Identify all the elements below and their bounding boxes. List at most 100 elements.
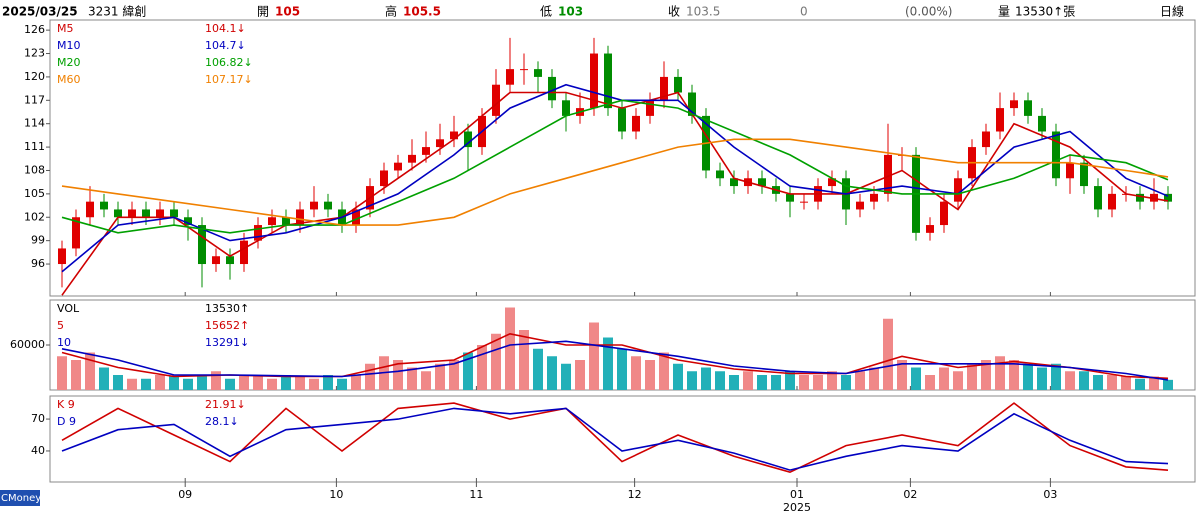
candle-body: [282, 217, 290, 226]
volume-bar: [183, 378, 193, 390]
volume-bar: [1093, 375, 1103, 390]
volume-bar: [351, 375, 361, 390]
candle-body: [156, 209, 164, 218]
candle-body: [352, 209, 360, 226]
x-tick-label: 09: [178, 488, 192, 501]
volume-bar: [141, 378, 151, 390]
legend-value: 106.82↓: [205, 56, 253, 69]
high: 105.5: [403, 5, 441, 19]
volume-bar: [925, 375, 935, 390]
indicator-line: [61, 407, 1169, 471]
candle-body: [940, 201, 948, 226]
volume-bar: [967, 363, 977, 390]
stock: 3231 緯創: [88, 4, 146, 19]
volume-bar: [253, 376, 263, 390]
x-tick-label: 12: [628, 488, 642, 501]
volume-bar: [1079, 371, 1089, 390]
candle-body: [688, 92, 696, 116]
volume-bar: [869, 367, 879, 390]
candle-body: [296, 209, 304, 226]
candle-body: [422, 147, 430, 155]
volume-bar: [799, 375, 809, 390]
volume-bar: [715, 371, 725, 390]
candle-body: [254, 225, 262, 241]
brand-box: [0, 490, 40, 506]
volume-bar: [57, 356, 67, 390]
y-tick-label: 126: [24, 23, 45, 36]
volume-bar: [561, 363, 571, 390]
volume-bar: [169, 376, 179, 390]
volume-label: 量: [998, 5, 1010, 19]
candle-body: [380, 170, 388, 187]
volume-bar: [701, 367, 711, 390]
y-tick-label: 96: [31, 257, 45, 270]
year-label: 2025: [783, 501, 811, 514]
indicator-line: [61, 340, 1169, 381]
candle-body: [870, 193, 878, 202]
candle-body: [100, 201, 108, 210]
indicator-line: [61, 138, 1169, 226]
panel-frame: [49, 19, 1196, 297]
candle-body: [240, 240, 248, 265]
volume-bar: [463, 352, 473, 390]
volume-bar: [883, 318, 893, 390]
candle-body: [534, 69, 542, 77]
change-pct: (0.00%): [905, 5, 952, 19]
volume-bar: [281, 375, 291, 390]
volume-bar: [99, 367, 109, 390]
volume-bar: [1009, 360, 1019, 390]
period: 日線: [1160, 4, 1184, 19]
y-tick-label: 111: [24, 140, 45, 153]
volume-bar: [981, 360, 991, 390]
volume-bar: [645, 360, 655, 390]
candle-body: [800, 201, 808, 203]
candle-body: [1066, 162, 1074, 179]
legend-value: 104.1↓: [205, 22, 246, 35]
volume-bar: [85, 352, 95, 390]
candle-body: [1052, 131, 1060, 179]
panel-frame: [49, 395, 1196, 483]
volume-bar: [757, 375, 767, 390]
volume-bar: [813, 375, 823, 390]
candle-body: [268, 217, 276, 226]
volume-bar: [1163, 379, 1173, 390]
candle-body: [1164, 193, 1172, 202]
low-label: 低: [540, 5, 552, 19]
volume-bar: [939, 367, 949, 390]
candle-body: [170, 209, 178, 218]
volume-bar: [477, 345, 487, 390]
candle-body: [1010, 100, 1018, 109]
candle-body: [660, 76, 668, 101]
legend-name: M20: [57, 56, 81, 69]
candle-body: [632, 115, 640, 132]
candle-body: [226, 256, 234, 265]
candle-body: [982, 131, 990, 148]
legend-title: VOL: [57, 302, 80, 315]
legend-value: 15652↑: [205, 319, 249, 332]
candle-body: [590, 53, 598, 109]
candle-body: [1136, 193, 1144, 202]
candle-body: [716, 170, 724, 179]
volume-bar: [113, 375, 123, 390]
volume-bar: [323, 375, 333, 390]
volume-bar: [197, 375, 207, 390]
y-tick-label: 114: [24, 117, 45, 130]
legend-value: 107.17↓: [205, 73, 253, 86]
date: 2025/03/25: [2, 5, 78, 19]
candle-body: [996, 108, 1004, 132]
low: 103: [558, 5, 583, 19]
candle-body: [184, 217, 192, 226]
y-tick-label: 108: [24, 163, 45, 176]
candle-body: [828, 178, 836, 187]
volume-bar: [673, 363, 683, 390]
x-tick-label: 10: [329, 488, 343, 501]
volume-bar: [1135, 378, 1145, 390]
candle-body: [310, 201, 318, 210]
candle-body: [506, 69, 514, 85]
y-tick-label: 120: [24, 70, 45, 83]
volume-bar: [1037, 367, 1047, 390]
volume-bar: [1023, 363, 1033, 390]
legend-name: M5: [57, 22, 74, 35]
volume-bar: [239, 375, 249, 390]
